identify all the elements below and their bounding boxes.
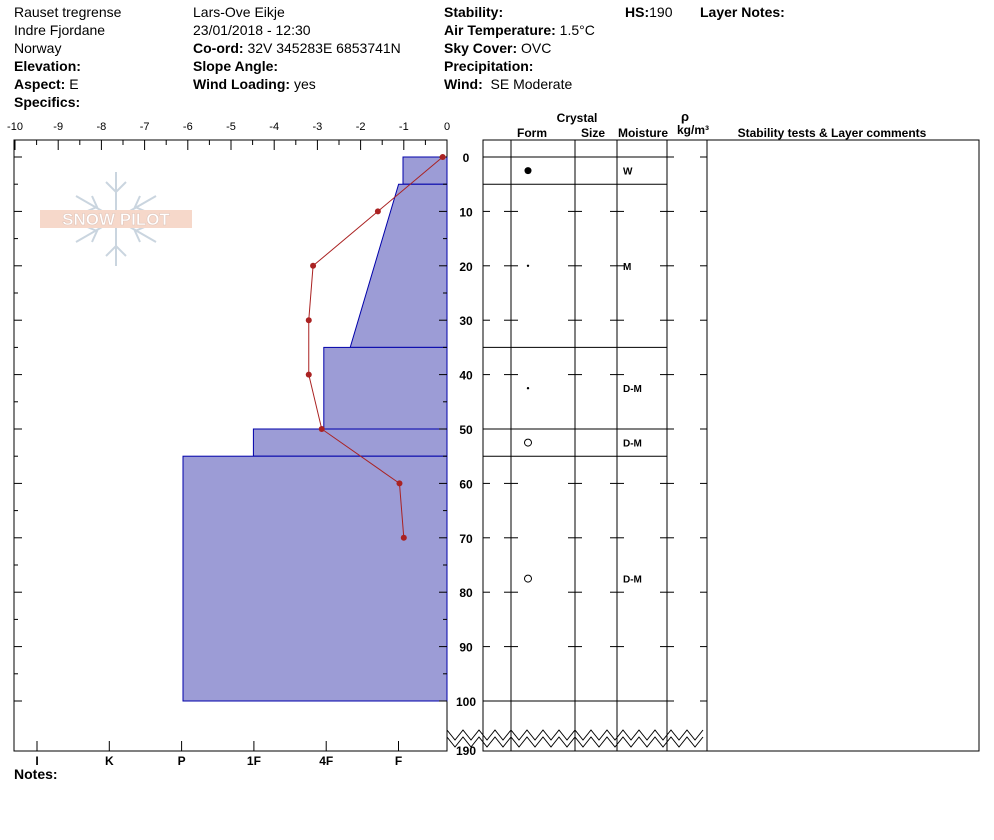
hardness-tick-label: 1F: [247, 754, 261, 768]
temp-tick-label: -1: [399, 121, 409, 133]
temperature-point: [396, 480, 403, 487]
temperature-point: [318, 426, 325, 432]
moisture-value: D-M: [623, 384, 642, 395]
temp-tick-label: -8: [97, 121, 107, 133]
depth-break-label: 190: [456, 744, 476, 758]
crystal-form-symbol: [524, 167, 532, 175]
observation-datetime: 23/01/2018 - 12:30: [193, 22, 311, 38]
precipitation-field: Precipitation:: [444, 58, 534, 74]
temp-tick-label: -2: [356, 121, 366, 133]
hardness-layer: [349, 183, 448, 348]
snowpilot-logo: SNOW PILOT: [40, 172, 192, 266]
air-temperature-field: Air Temperature: 1.5°C: [444, 22, 595, 38]
crystal-form-symbol: [526, 264, 530, 267]
depth-tick-label: 70: [459, 532, 473, 546]
hardness-axis: I K P 1F 4F F: [35, 741, 402, 768]
wind-field: Wind: SE Moderate: [444, 76, 573, 92]
stability-field: Stability:: [444, 4, 504, 20]
aspect-field: Aspect: E: [14, 76, 79, 92]
layer-table: [482, 139, 980, 752]
temperature-point: [374, 208, 381, 215]
depth-tick-label: 50: [459, 423, 473, 437]
stability-comments-header: Stability tests & Layer comments: [738, 126, 927, 140]
form-column-header: Form: [517, 126, 547, 140]
temp-tick-label: -6: [183, 121, 193, 133]
location-name: Rauset tregrense: [14, 4, 122, 20]
observer-name: Lars-Ove Eikje: [193, 4, 285, 20]
temp-tick-label: -9: [53, 121, 63, 133]
layer-notes-label: Layer Notes:: [700, 4, 785, 20]
region-name: Indre Fjordane: [14, 22, 106, 38]
coord-field: Co-ord: 32V 345283E 6853741N: [193, 40, 401, 56]
hardness-layer: [252, 428, 448, 457]
country-name: Norway: [14, 40, 62, 56]
depth-axis: 0 10 20 30 40 50 60 70 80 90 100: [14, 151, 476, 709]
temp-tick-label: -7: [140, 121, 150, 133]
moisture-value: M: [623, 262, 631, 273]
hardness-layers: [182, 156, 448, 702]
depth-tick-label: 20: [459, 260, 473, 274]
hardness-layer: [323, 346, 448, 430]
temp-tick-label: 0: [444, 121, 450, 133]
moisture-value: D-M: [623, 575, 642, 586]
hardness-tick-label: P: [178, 754, 186, 768]
specifics-field: Specifics:: [14, 94, 81, 110]
temperature-point: [305, 317, 312, 324]
hardness-tick-label: F: [395, 754, 402, 768]
temperature-point: [439, 154, 446, 160]
depth-tick-label: 40: [459, 369, 473, 383]
notes-label: Notes:: [14, 766, 58, 782]
depth-tick-label: 90: [459, 641, 473, 655]
temperature-point: [400, 534, 407, 541]
density-symbol-header: ρ: [681, 109, 689, 124]
depth-tick-label: 10: [459, 205, 473, 219]
depth-tick-label: 60: [459, 477, 473, 491]
temperature-point: [305, 371, 312, 378]
crystal-form-symbol: [524, 438, 532, 447]
svg-text:SNOW PILOT: SNOW PILOT: [62, 210, 170, 229]
crystal-form-symbol: [526, 387, 530, 390]
temp-tick-label: -4: [269, 121, 279, 133]
temperature-profile: [305, 154, 446, 541]
crystal-form-symbol: [524, 574, 532, 583]
temperature-line: [308, 156, 444, 538]
size-column-header: Size: [581, 126, 605, 140]
hardness-layer: [182, 455, 448, 702]
moisture-column-header: Moisture: [618, 126, 668, 140]
slope-angle-field: Slope Angle:: [193, 58, 279, 74]
depth-tick-label: 100: [456, 695, 476, 709]
crystal-header: Crystal: [557, 111, 598, 125]
elevation-field: Elevation:: [14, 58, 81, 74]
layer-table-depth-ticks: [483, 156, 707, 702]
hardness-tick-label: 4F: [319, 754, 333, 768]
hardness-layer: [402, 156, 448, 185]
temp-tick-label: -10: [7, 121, 23, 133]
depth-tick-label: 0: [463, 151, 470, 165]
hardness-tick-label: K: [105, 754, 114, 768]
moisture-value: W: [623, 167, 633, 178]
depth-tick-label: 30: [459, 314, 473, 328]
depth-tick-label: 80: [459, 586, 473, 600]
temperature-point: [310, 262, 317, 269]
temp-tick-label: -5: [226, 121, 236, 133]
moisture-value: D-M: [623, 439, 642, 450]
wind-loading-field: Wind Loading: yes: [193, 76, 316, 92]
density-unit-header: kg/m³: [677, 123, 709, 137]
hs-field: HS:190: [625, 4, 673, 20]
sky-cover-field: Sky Cover: OVC: [444, 40, 552, 56]
hardness-tick-label: I: [35, 754, 38, 768]
temp-tick-label: -3: [313, 121, 323, 133]
temperature-axis: -10 -9 -8 -7 -6 -5 -4 -3 -2 -1 0: [7, 121, 450, 150]
